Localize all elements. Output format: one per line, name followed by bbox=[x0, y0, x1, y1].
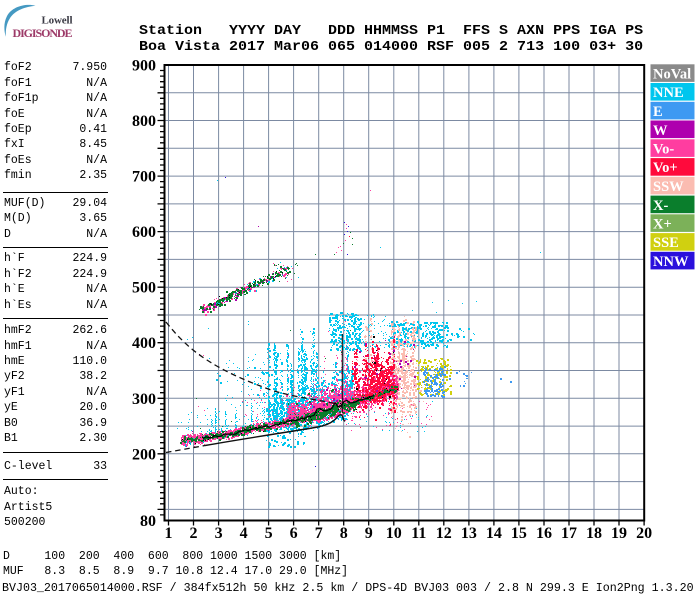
svg-text:800: 800 bbox=[132, 113, 156, 130]
svg-text:9: 9 bbox=[365, 525, 373, 542]
svg-text:600: 600 bbox=[132, 224, 156, 241]
svg-text:6: 6 bbox=[290, 525, 298, 542]
svg-text:12: 12 bbox=[436, 525, 452, 542]
svg-text:4: 4 bbox=[240, 525, 248, 542]
svg-text:700: 700 bbox=[132, 169, 156, 186]
svg-text:20: 20 bbox=[636, 525, 652, 542]
svg-text:17: 17 bbox=[561, 525, 577, 542]
svg-text:NNE: NNE bbox=[653, 85, 684, 101]
svg-text:SSE: SSE bbox=[653, 235, 679, 251]
svg-text:X-: X- bbox=[653, 198, 668, 214]
svg-text:11: 11 bbox=[411, 525, 426, 542]
svg-text:Vo+: Vo+ bbox=[653, 160, 678, 176]
svg-text:SSW: SSW bbox=[653, 179, 684, 195]
svg-text:DIGISONDE: DIGISONDE bbox=[13, 26, 73, 40]
svg-text:13: 13 bbox=[461, 525, 477, 542]
svg-text:80: 80 bbox=[140, 513, 156, 530]
svg-text:NNW: NNW bbox=[653, 254, 689, 270]
svg-text:X+: X+ bbox=[653, 217, 672, 233]
svg-text:Vo-: Vo- bbox=[653, 142, 674, 158]
svg-text:3: 3 bbox=[215, 525, 223, 542]
svg-text:15: 15 bbox=[511, 525, 527, 542]
svg-text:200: 200 bbox=[132, 446, 156, 463]
svg-text:1: 1 bbox=[165, 525, 173, 542]
svg-text:7: 7 bbox=[315, 525, 323, 542]
svg-text:14: 14 bbox=[486, 525, 502, 542]
svg-text:18: 18 bbox=[586, 525, 602, 542]
svg-text:Lowell: Lowell bbox=[42, 15, 73, 27]
svg-text:W: W bbox=[653, 123, 668, 139]
svg-text:300: 300 bbox=[132, 391, 156, 408]
svg-text:E: E bbox=[653, 104, 663, 120]
svg-text:5: 5 bbox=[265, 525, 273, 542]
svg-text:2: 2 bbox=[190, 525, 198, 542]
svg-text:10: 10 bbox=[386, 525, 402, 542]
svg-text:8: 8 bbox=[340, 525, 348, 542]
svg-text:400: 400 bbox=[132, 335, 156, 352]
svg-text:19: 19 bbox=[611, 525, 627, 542]
svg-text:16: 16 bbox=[536, 525, 552, 542]
svg-text:500: 500 bbox=[132, 280, 156, 297]
svg-text:900: 900 bbox=[132, 58, 156, 75]
svg-text:NoVal: NoVal bbox=[653, 67, 691, 83]
